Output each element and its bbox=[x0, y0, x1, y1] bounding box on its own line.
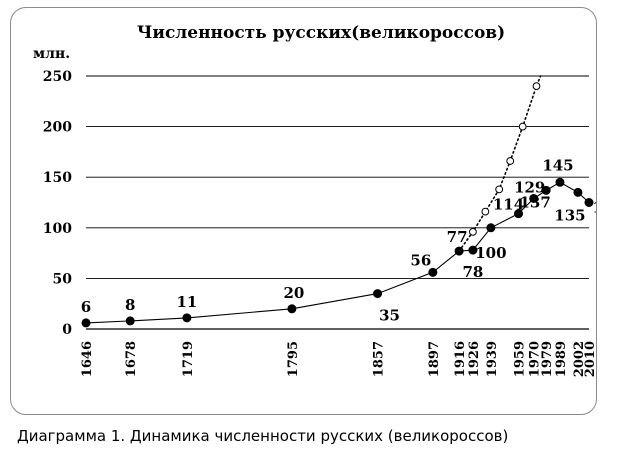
y-axis-label: млн. bbox=[33, 46, 70, 62]
projection-series-line bbox=[458, 75, 542, 252]
chart-title: Численность русских(великороссов) bbox=[137, 23, 505, 43]
projection-marker bbox=[532, 82, 541, 91]
x-tick-label: 1939 bbox=[485, 341, 500, 377]
x-tick-label: 1970 bbox=[528, 341, 543, 377]
data-point bbox=[468, 245, 478, 255]
data-point bbox=[182, 313, 192, 323]
data-label: 8 bbox=[125, 296, 135, 314]
data-point bbox=[373, 289, 383, 299]
chart-frame: Численность русских(великороссов) млн. 0… bbox=[10, 7, 597, 415]
data-point bbox=[428, 267, 438, 277]
x-tick-label: 1795 bbox=[286, 341, 301, 377]
data-label: 11 bbox=[176, 293, 197, 311]
projection-marker bbox=[518, 122, 527, 131]
data-label: 135 bbox=[554, 206, 585, 224]
data-label: 20 bbox=[283, 284, 304, 302]
x-tick-label: 1926 bbox=[467, 341, 482, 377]
data-label: 114 bbox=[493, 196, 524, 214]
chart: Численность русских(великороссов) млн. 0… bbox=[33, 23, 597, 377]
x-tick-label: 1857 bbox=[372, 341, 387, 377]
figure-caption: Диаграмма 1. Динамика численности русски… bbox=[17, 427, 509, 445]
data-label: 125 bbox=[592, 199, 597, 217]
y-tick-label: 150 bbox=[43, 170, 72, 186]
data-label: 56 bbox=[410, 251, 431, 269]
data-point bbox=[529, 193, 539, 203]
data-label: 35 bbox=[379, 307, 400, 325]
data-label: 145 bbox=[542, 156, 573, 174]
data-point bbox=[81, 318, 91, 328]
x-tick-label: 1959 bbox=[513, 341, 528, 377]
data-point bbox=[287, 304, 297, 314]
data-label: 6 bbox=[81, 298, 91, 316]
data-point bbox=[573, 187, 583, 197]
data-point bbox=[125, 316, 135, 326]
y-tick-label: 250 bbox=[43, 69, 72, 85]
x-tick-label: 2002 bbox=[572, 341, 587, 377]
y-tick-label: 200 bbox=[43, 120, 72, 136]
data-point bbox=[514, 209, 524, 219]
x-tick-label: 1979 bbox=[540, 341, 555, 377]
x-tick-label: 1678 bbox=[124, 341, 139, 377]
x-tick-label: 1989 bbox=[554, 341, 569, 377]
projection-marker bbox=[469, 227, 477, 236]
x-tick-label: 1646 bbox=[80, 341, 95, 377]
x-tick-label: 1719 bbox=[181, 341, 196, 377]
projection-marker bbox=[506, 157, 515, 165]
data-point bbox=[541, 185, 551, 195]
data-label: 137 bbox=[520, 193, 551, 211]
data-point bbox=[555, 177, 565, 187]
y-tick-label: 100 bbox=[43, 221, 72, 237]
data-label: 78 bbox=[462, 263, 483, 281]
y-tick-labels: 0 50 100 150 200 250 bbox=[43, 69, 72, 338]
x-tick-label: 1897 bbox=[427, 341, 442, 377]
y-tick-label: 50 bbox=[53, 271, 73, 287]
y-tick-label: 0 bbox=[62, 322, 72, 338]
grid bbox=[86, 75, 589, 330]
series-markers bbox=[81, 82, 594, 328]
data-label: 129 bbox=[514, 178, 545, 196]
data-point bbox=[486, 223, 496, 233]
x-tick-label: 1916 bbox=[453, 341, 468, 377]
data-point bbox=[454, 246, 464, 256]
data-label: 77 bbox=[447, 228, 468, 246]
projection-marker bbox=[495, 185, 504, 194]
x-tick-label: 2010 bbox=[583, 341, 597, 377]
data-point bbox=[584, 198, 594, 207]
projection-marker bbox=[481, 207, 490, 216]
data-label: 100 bbox=[475, 244, 506, 262]
